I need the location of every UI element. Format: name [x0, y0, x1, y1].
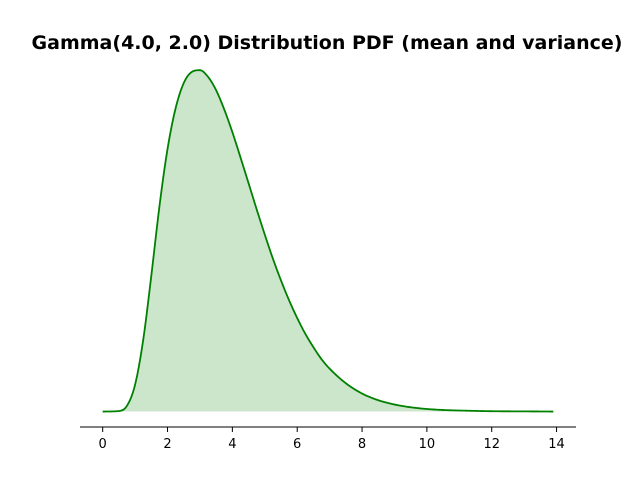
- density-area-fill: [102, 70, 554, 412]
- x-tick-label: 12: [483, 437, 500, 452]
- x-tick-label: 10: [419, 437, 436, 452]
- chart-title: Gamma(4.0, 2.0) Distribution PDF (mean a…: [32, 32, 623, 54]
- x-tick-label: 8: [358, 437, 366, 452]
- density-line: [102, 69, 554, 413]
- x-tick-label: 14: [548, 437, 565, 452]
- x-tick-label: 2: [163, 437, 171, 452]
- x-axis-ticks: 0 2 4 6 8 10 12 14: [99, 427, 565, 452]
- x-tick-label: 4: [228, 437, 236, 452]
- x-tick-label: 0: [99, 437, 107, 452]
- x-tick-label: 6: [293, 437, 301, 452]
